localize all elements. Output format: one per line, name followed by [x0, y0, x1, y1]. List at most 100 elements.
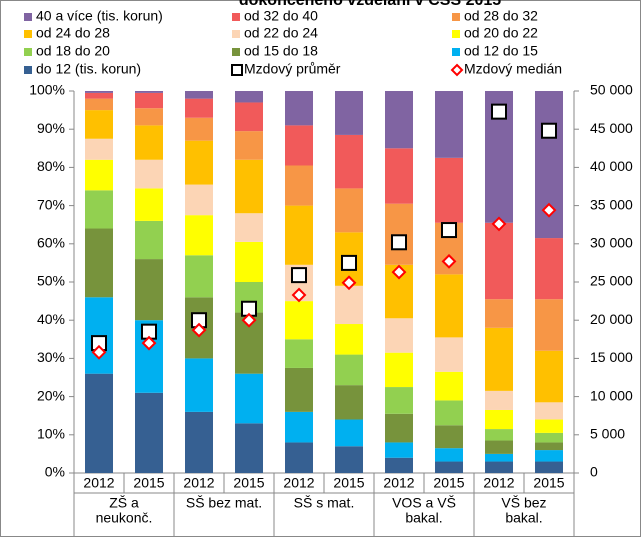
bar-segment: [235, 159, 263, 214]
y-tick-label: 0%: [45, 464, 65, 480]
bar-segment: [285, 339, 313, 368]
bar-segment: [85, 92, 113, 99]
y2-tick-label: 0: [590, 464, 598, 480]
legend-swatch: [452, 13, 460, 21]
bar-segment: [335, 324, 363, 355]
median-marker: [491, 216, 507, 232]
bar-segment: [535, 461, 563, 473]
bar-segment: [485, 222, 513, 300]
bar-segment: [485, 461, 513, 473]
legend-swatch: [24, 48, 32, 56]
legend-swatch: [232, 30, 240, 38]
y-tick-label: 90%: [37, 120, 65, 136]
legend-swatch: [450, 63, 464, 77]
legend-swatch: [232, 48, 240, 56]
y2-tick-label: 35 000: [590, 196, 633, 212]
y-tick-label: 50%: [37, 273, 65, 289]
y2-tick-label: 20 000: [590, 311, 633, 327]
y2-tick-label: 5 000: [590, 426, 625, 442]
legend-label: Mzdový medián: [464, 61, 562, 77]
x-tick-label: 2015: [433, 475, 464, 491]
y-tick-label: 100%: [29, 82, 65, 98]
median-marker: [191, 322, 207, 338]
y2-tick-label: 25 000: [590, 273, 633, 289]
bar-segment: [385, 91, 413, 149]
bar-segment: [85, 373, 113, 473]
legend-label: 40 a více (tis. korun): [36, 8, 163, 24]
bar-segment: [185, 184, 213, 216]
bar-segment: [285, 301, 313, 340]
bar-segment: [535, 238, 563, 300]
y2-tick-label: 10 000: [590, 387, 633, 403]
bar-segment: [335, 188, 363, 233]
legend-label: od 12 do 15: [464, 43, 538, 59]
bar-segment: [385, 352, 413, 388]
bar-segment: [335, 91, 363, 135]
bar-segment: [185, 215, 213, 256]
y2-tick-label: 40 000: [590, 158, 633, 174]
x-tick-label: 2015: [533, 475, 564, 491]
y2-tick-label: 45 000: [590, 120, 633, 136]
bar-segment: [135, 92, 163, 109]
bar-segment: [485, 409, 513, 430]
y-tick-label: 60%: [37, 235, 65, 251]
y-tick-label: 10%: [37, 426, 65, 442]
bar-segment: [335, 446, 363, 473]
median-marker: [291, 287, 307, 303]
bar-segment: [185, 411, 213, 473]
bar-segment: [285, 91, 313, 126]
legend-label: od 24 do 28: [36, 25, 110, 41]
bar-segment: [385, 457, 413, 473]
mean-marker: [291, 267, 307, 284]
x-tick-label: 2015: [133, 475, 164, 491]
bar-segment: [485, 390, 513, 410]
x-tick-label: 2012: [183, 475, 214, 491]
median-marker: [341, 275, 357, 291]
legend-label: od 15 do 18: [244, 43, 318, 59]
group-label: ZŠ a: [109, 495, 139, 511]
bar-segment: [235, 241, 263, 282]
bar-segment: [235, 373, 263, 424]
y-tick-label: 80%: [37, 158, 65, 174]
bar-segment: [485, 299, 513, 328]
median-marker: [241, 312, 257, 328]
bar-segment: [185, 255, 213, 298]
median-marker: [141, 335, 157, 351]
bar-segment: [335, 385, 363, 420]
y2-tick-label: 15 000: [590, 349, 633, 365]
bar-segment: [435, 274, 463, 338]
bar-segment: [135, 159, 163, 189]
bar-segment: [235, 91, 263, 103]
bar-segment: [85, 91, 113, 93]
bar-segment: [85, 190, 113, 229]
group-label: bakal.: [405, 510, 442, 526]
median-marker: [541, 202, 557, 218]
legend-label: od 28 do 32: [464, 8, 538, 24]
bar-segment: [135, 91, 163, 93]
bar-segment: [535, 419, 563, 433]
chart-title: dokončeného vzdělání v ČSS 2015: [239, 0, 501, 9]
bar-segment: [185, 117, 213, 141]
x-tick-label: 2012: [483, 475, 514, 491]
bar-segment: [485, 429, 513, 441]
legend-swatch: [24, 66, 32, 74]
bar-segment: [85, 228, 113, 298]
x-tick-label: 2012: [83, 475, 114, 491]
x-tick-label: 2015: [233, 475, 264, 491]
bar-segment: [435, 157, 463, 223]
bar-segment: [285, 367, 313, 412]
bar-segment: [435, 337, 463, 372]
bar-segment: [135, 259, 163, 321]
bar-segment: [285, 125, 313, 166]
median-marker: [441, 253, 457, 269]
bar-segment: [385, 442, 413, 458]
bar-segment: [535, 442, 563, 451]
bar-segment: [285, 165, 313, 206]
mean-marker: [541, 122, 557, 139]
bar-segment: [435, 425, 463, 449]
bar-segment: [335, 134, 363, 189]
bar-segment: [485, 327, 513, 391]
bar-segment: [535, 299, 563, 351]
bar-segment: [185, 98, 213, 118]
legend-label: od 18 do 20: [36, 43, 110, 59]
